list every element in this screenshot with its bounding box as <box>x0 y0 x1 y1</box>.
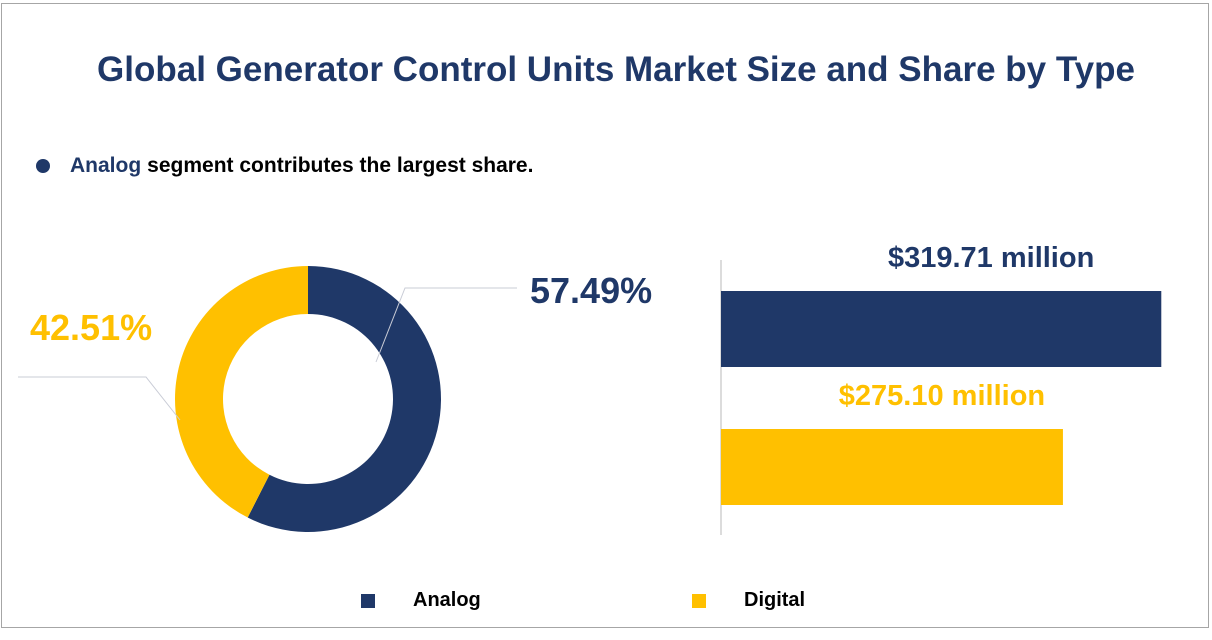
legend-item-analog: Analog <box>361 589 481 612</box>
legend-swatch-analog <box>361 593 375 608</box>
legend-swatch-digital <box>692 593 706 608</box>
bar-digital <box>721 429 1063 505</box>
bullet-icon <box>36 159 50 173</box>
bar-analog <box>721 291 1162 367</box>
legend-label: Analog <box>413 589 481 611</box>
data-label-analog-share: 57.49% <box>530 270 652 311</box>
legend-label: Digital <box>744 589 806 611</box>
key-insight: Analog segment contributes the largest s… <box>36 154 533 178</box>
insight-text: segment contributes the largest share. <box>147 154 534 177</box>
data-label-digital-share: 42.51% <box>30 307 152 348</box>
leader-line-analog <box>375 287 517 363</box>
legend-item-digital: Digital <box>692 589 805 612</box>
bar-label-analog: $319.71 million <box>888 242 1094 274</box>
bar-label-digital: $275.10 million <box>839 380 1045 412</box>
leader-line-digital <box>18 376 181 421</box>
donut-slice-analog <box>247 266 441 532</box>
donut-slice-digital <box>174 266 308 518</box>
chart-frame <box>1 3 1209 628</box>
chart-title: Global Generator Control Units Market Si… <box>97 50 1135 89</box>
insight-highlight: Analog <box>70 154 142 177</box>
